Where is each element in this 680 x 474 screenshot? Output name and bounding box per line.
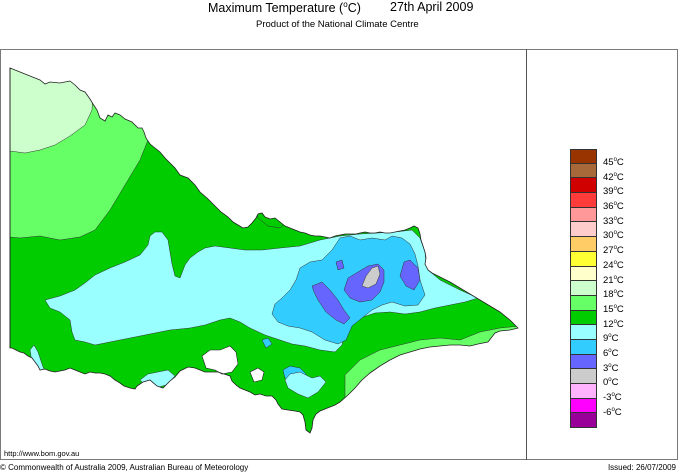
legend-row — [570, 413, 650, 429]
legend-label: 27oC — [603, 245, 624, 257]
legend-label: 30oC — [603, 230, 624, 242]
legend-swatch — [570, 310, 597, 326]
map-frame — [0, 49, 678, 460]
legend-swatch-bottom — [570, 413, 597, 429]
legend-row: 6oC — [570, 339, 650, 359]
copyright-notice: © Commonwealth of Australia 2009, Austra… — [0, 463, 249, 472]
victoria-temperature-map — [9, 67, 519, 434]
map-header: Maximum Temperature (oC) 27th April 2009… — [0, 0, 680, 30]
legend-swatch — [570, 281, 597, 296]
legend-row: -3oC — [570, 384, 650, 403]
legend-label: 36oC — [603, 201, 624, 213]
legend-label: 6oC — [603, 347, 619, 360]
map-subtitle: Product of the National Climate Centre — [256, 19, 419, 30]
issued-date: Issued: 26/07/2009 — [607, 463, 676, 472]
legend-row: -6oC — [570, 398, 650, 418]
map-title: Maximum Temperature (oC) — [208, 0, 361, 15]
legend-row: 3oC — [570, 354, 650, 374]
legend-row: 30oC — [570, 222, 650, 242]
legend-row: 21oC — [570, 266, 650, 286]
legend-row: 27oC — [570, 237, 650, 256]
legend-swatch — [570, 222, 597, 238]
title-text: Maximum Temperature ( — [208, 1, 344, 16]
legend-row: 12oC — [570, 310, 650, 330]
legend-swatch — [570, 149, 597, 164]
legend-swatch — [570, 266, 597, 282]
legend-label: -6oC — [603, 406, 622, 418]
legend-label: 45oC — [603, 157, 624, 169]
legend-label: 3oC — [603, 362, 619, 374]
legend-label: 24oC — [603, 259, 624, 271]
legend-row: 36oC — [570, 193, 650, 212]
legend-row: 24oC — [570, 251, 650, 271]
legend-label: 18oC — [603, 289, 624, 301]
legend-label: 21oC — [603, 274, 624, 286]
legend-swatch — [570, 193, 597, 208]
legend-swatch — [570, 369, 597, 384]
title-unit: C) — [347, 1, 361, 16]
legend-label: 42oC — [603, 171, 624, 183]
legend-swatch — [570, 325, 597, 340]
legend-label: 39oC — [603, 186, 624, 198]
degree-sup: o — [343, 0, 348, 9]
legend-row: 42oC — [570, 163, 650, 183]
legend-swatch — [570, 354, 597, 370]
legend-label: 9oC — [603, 333, 619, 345]
legend-swatch — [570, 207, 597, 223]
legend-swatch — [570, 237, 597, 252]
legend-row: 45oC — [570, 149, 650, 168]
legend-swatch — [570, 251, 597, 267]
legend-label: -3oC — [603, 392, 622, 404]
legend-row: 18oC — [570, 281, 650, 300]
legend-swatch — [570, 295, 597, 311]
legend-divider — [526, 49, 527, 460]
legend-swatch — [570, 339, 597, 355]
legend-swatch — [570, 163, 597, 179]
legend-swatch — [570, 384, 597, 399]
legend-swatch — [570, 178, 597, 194]
legend-row: 0oC — [570, 369, 650, 388]
legend-label: 0oC — [603, 377, 619, 389]
legend-row: 39oC — [570, 178, 650, 198]
legend-label: 12oC — [603, 318, 624, 330]
bom-url[interactable]: http://www.bom.gov.au — [4, 449, 80, 458]
legend-label: 33oC — [603, 215, 624, 227]
legend-row: 9oC — [570, 325, 650, 344]
temperature-legend: 45oC 42oC 39oC 36oC 33oC 30oC 27oC 24oC … — [570, 149, 650, 429]
map-date: 27th April 2009 — [390, 0, 474, 14]
legend-swatch — [570, 398, 597, 414]
legend-row: 15oC — [570, 295, 650, 315]
legend-row: 33oC — [570, 207, 650, 227]
legend-label: 15oC — [603, 303, 624, 316]
